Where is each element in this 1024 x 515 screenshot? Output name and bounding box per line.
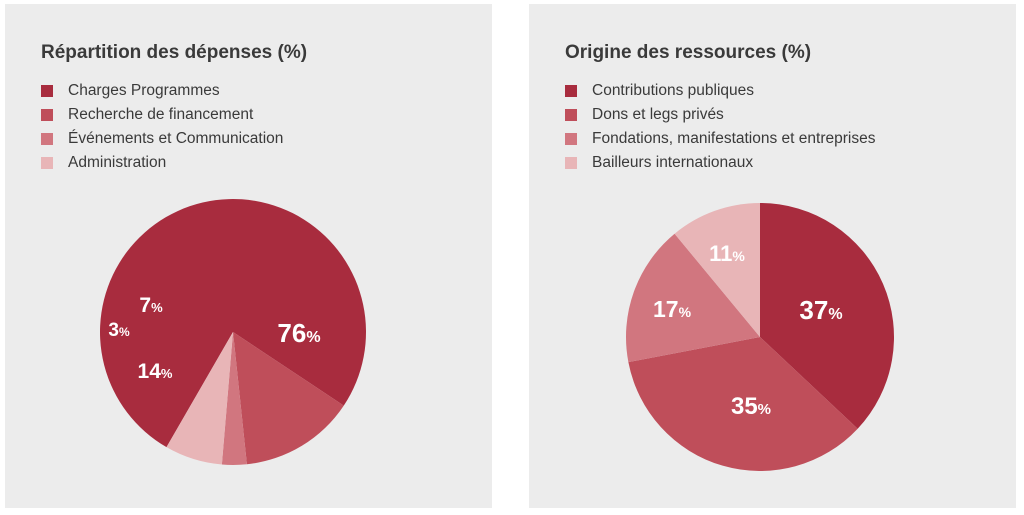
legend-item: Charges Programmes — [41, 79, 283, 103]
legend-item: Événements et Communication — [41, 127, 283, 151]
legend-swatch — [41, 109, 53, 121]
slice-value-label: 3% — [108, 320, 130, 341]
pie-chart: 76% 14% 3% 7% — [100, 198, 367, 465]
pie-chart: 37% 35% 17% 11% — [625, 203, 894, 472]
slice-value-label: 14% — [138, 360, 173, 383]
legend-item: Administration — [41, 151, 283, 175]
legend-swatch — [565, 133, 577, 145]
slice-value-label: 37% — [799, 295, 842, 325]
chart-panel-expenses: Répartition des dépenses (%) Charges Pro… — [5, 4, 492, 508]
legend-swatch — [41, 157, 53, 169]
legend-swatch — [41, 133, 53, 145]
legend-label: Événements et Communication — [68, 130, 284, 147]
legend-label: Dons et legs privés — [592, 106, 724, 123]
slice-value-label: 7% — [139, 294, 163, 317]
legend-label: Charges Programmes — [68, 82, 220, 99]
legend-item: Fondations, manifestations et entreprise… — [565, 127, 875, 151]
slice-value-label: 35% — [731, 393, 771, 420]
legend-item: Recherche de financement — [41, 103, 283, 127]
pie-slice — [100, 198, 367, 448]
pie-slice — [221, 332, 247, 465]
legend-item: Bailleurs internationaux — [565, 151, 875, 175]
legend-label: Fondations, manifestations et entreprise… — [592, 130, 876, 147]
legend-swatch — [41, 85, 53, 97]
chart-legend: Contributions publiques Dons et legs pri… — [565, 79, 875, 175]
chart-legend: Charges Programmes Recherche de financem… — [41, 79, 283, 175]
pie-slice — [674, 203, 760, 337]
slice-value-label: 76% — [277, 318, 320, 348]
legend-label: Recherche de financement — [68, 106, 254, 123]
legend-item: Dons et legs privés — [565, 103, 875, 127]
pie-slice — [625, 233, 760, 363]
slice-value-label: 17% — [653, 296, 692, 322]
legend-label: Administration — [68, 154, 167, 171]
pie-slice — [166, 332, 233, 465]
pie-slice — [233, 332, 344, 465]
chart-panel-resources: Origine des ressources (%) Contributions… — [529, 4, 1016, 508]
legend-swatch — [565, 109, 577, 121]
pie-slice — [760, 203, 894, 429]
legend-label: Bailleurs internationaux — [592, 154, 754, 171]
pie-slice — [628, 337, 858, 472]
legend-swatch — [565, 157, 577, 169]
chart-title: Répartition des dépenses (%) — [41, 42, 308, 63]
slice-value-label: 11% — [709, 241, 745, 266]
chart-title: Origine des ressources (%) — [565, 42, 812, 63]
legend-item: Contributions publiques — [565, 79, 875, 103]
legend-label: Contributions publiques — [592, 82, 754, 99]
legend-swatch — [565, 85, 577, 97]
